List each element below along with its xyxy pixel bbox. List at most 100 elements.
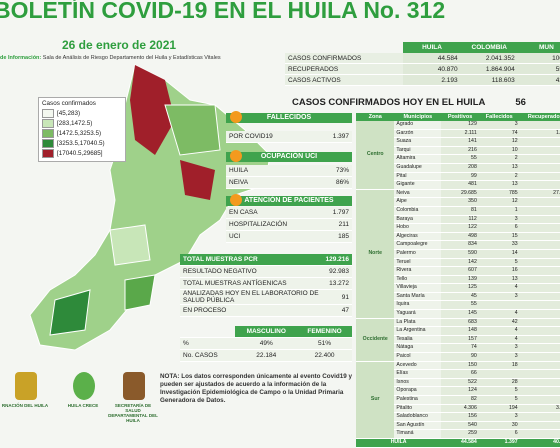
header-cell: Recuperados — [519, 113, 560, 121]
label: % — [180, 337, 236, 350]
legend-item: [1472.5,3253.5) — [42, 129, 122, 138]
header-cell — [180, 326, 236, 338]
municipality: Baraya — [394, 215, 442, 225]
icon — [230, 150, 242, 162]
municipality: Hobo — [394, 223, 442, 233]
panel-table: POR COVID19 1.397 — [226, 131, 352, 143]
value: 5 — [478, 386, 520, 396]
value: 51 — [519, 300, 560, 311]
value: 129 — [441, 121, 479, 130]
value: 3 — [478, 343, 520, 354]
municipal-row: Palestina82559 — [356, 395, 560, 405]
value: 469 — [519, 421, 560, 431]
value: 135 — [519, 335, 560, 345]
header-cell: Positivos — [441, 113, 479, 121]
logo-text: RNACIÓN DEL HUILA — [1, 403, 49, 408]
value: 28 — [478, 378, 520, 388]
value: 350 — [441, 197, 479, 207]
panel-row: TOTAL MUESTRAS PCR 129.216 — [180, 254, 352, 266]
logo-emblem — [15, 372, 37, 400]
municipal-row: CentroAgrado1293109 — [356, 121, 560, 190]
value: 148 — [441, 326, 479, 336]
municipal-row: Algeciras49815437 — [356, 232, 560, 242]
note-text: Los datos corresponden únicamente al eve… — [160, 373, 352, 404]
panel-row: HOSPITALIZACIÓN 211 — [226, 218, 352, 231]
panel-row: ANALIZADAS HOY EN EL LABORATORIO DE SALU… — [180, 289, 352, 305]
logo-emblem — [73, 372, 95, 400]
map — [29, 64, 271, 351]
value: 211 — [319, 218, 352, 231]
row-value: 42.64 — [517, 74, 560, 86]
value: 12 — [478, 137, 520, 147]
map-legend: Casos confirmados [45,283) [283,1472.5) [1… — [38, 97, 126, 162]
row-value: 2.193 — [403, 74, 461, 86]
value: 3.940 — [519, 404, 560, 414]
municipal-row: Tarqui21610188 — [356, 146, 560, 156]
row-value: 55.27 — [517, 63, 560, 75]
municipality: Agrado — [394, 121, 442, 130]
zone: Norte — [356, 189, 395, 319]
value: 3 — [478, 215, 520, 225]
municipal-row: Isnos52228474 — [356, 378, 560, 388]
panel-row: RESULTADO NEGATIVO 92.983 — [180, 265, 352, 278]
value: 112 — [441, 215, 479, 225]
value: 125 — [441, 283, 479, 293]
value: 590 — [441, 249, 479, 259]
municipality: Tarqui — [394, 146, 442, 156]
value: 83 — [519, 352, 560, 362]
legend-swatch — [42, 109, 54, 118]
value: 1.902 — [519, 129, 560, 139]
header-cell: COLOMBIA — [460, 42, 518, 53]
value: 12 — [478, 197, 520, 207]
municipal-row: Nátaga74366 — [356, 343, 560, 354]
label: ANALIZADAS HOY EN EL LABORATORIO DE SALU… — [180, 289, 323, 305]
municipal-row: Hobo1226103 — [356, 223, 560, 233]
value: 1.397 — [313, 131, 352, 143]
value: 22.400 — [297, 349, 352, 362]
label: POR COVID19 — [226, 131, 313, 143]
value: 42 — [478, 318, 520, 328]
total-value: 1.397 — [478, 438, 520, 448]
value: 216 — [441, 146, 479, 156]
value: 3 — [478, 292, 520, 302]
value: 188 — [519, 146, 560, 156]
municipality: Colombia — [394, 206, 442, 216]
value: 312 — [519, 197, 560, 207]
value: 498 — [441, 232, 479, 242]
label: RESULTADO NEGATIVO — [180, 265, 323, 278]
value: 5 — [478, 395, 520, 405]
value: 14 — [478, 249, 520, 259]
value: 90 — [441, 352, 479, 362]
header-cell: Zona — [356, 113, 395, 121]
legend-item: [283,1472.5) — [42, 119, 122, 128]
municipal-row: Paicol90383 — [356, 352, 560, 362]
value: 15 — [478, 232, 520, 242]
value: 109 — [519, 121, 560, 130]
value: 683 — [441, 318, 479, 328]
value: 13 — [478, 163, 520, 173]
municipality: Santa María — [394, 292, 442, 302]
municipality: San Agustín — [394, 421, 442, 431]
municipality: Algeciras — [394, 232, 442, 242]
header-cell: Municipios — [394, 113, 442, 121]
value: 142 — [441, 258, 479, 268]
municipality: Paicol — [394, 352, 442, 362]
municipality: Neiva — [394, 189, 442, 199]
note-label: NOTA: — [160, 373, 180, 380]
row-value: 1.864.904 — [460, 63, 518, 75]
municipality: Nátaga — [394, 343, 442, 354]
panel-header: ATENCIÓN DE PACIENTES — [226, 196, 352, 206]
municipal-row: Santa María45339 — [356, 292, 560, 302]
municipality: Iquira — [394, 300, 442, 311]
value: 132 — [519, 309, 560, 319]
municipal-row: Rivera60716566 — [356, 266, 560, 276]
value: 61 — [519, 369, 560, 379]
value: 51% — [297, 337, 352, 350]
row-value: 118.603 — [460, 74, 518, 86]
municipal-row: Baraya112394 — [356, 215, 560, 225]
value: 66 — [441, 369, 479, 379]
